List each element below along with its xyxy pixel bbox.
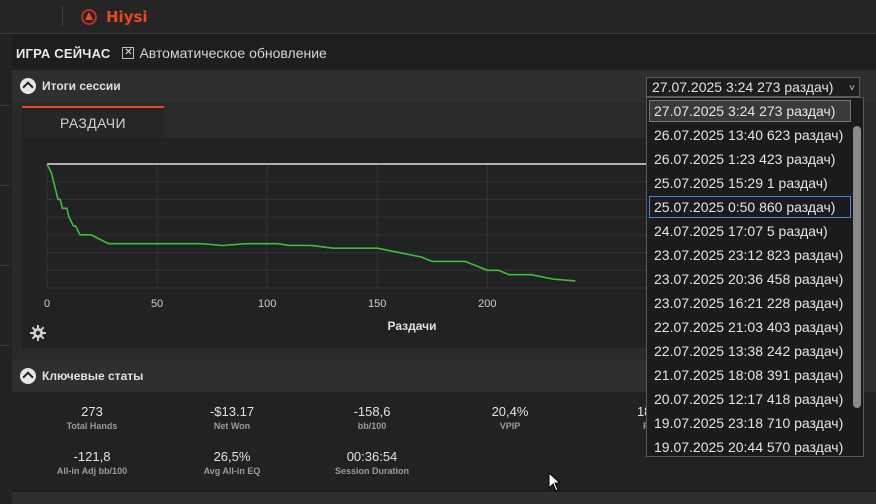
session-option[interactable]: 26.07.2025 1:23 423 раздач) (654, 151, 836, 167)
x-tick-label: 50 (151, 298, 163, 310)
session-select[interactable]: 27.07.2025 3:24 273 раздач) ˅ (646, 77, 860, 97)
app-name: Hiysi (106, 8, 148, 26)
collapse-icon[interactable] (20, 78, 36, 94)
chevron-down-icon[interactable]: ˅ (849, 83, 855, 94)
session-option[interactable]: 23.07.2025 23:12 823 раздач) (654, 247, 844, 263)
x-axis-label: Раздачи (388, 319, 437, 333)
top-bar: Hiysi (0, 0, 876, 34)
now-playing-title: ИГРА СЕЙЧАС (16, 45, 111, 61)
session-option[interactable]: 22.07.2025 21:03 403 раздач) (654, 319, 844, 335)
session-option[interactable]: 27.07.2025 3:24 273 раздач) (649, 100, 851, 122)
x-tick-label: 100 (258, 298, 276, 310)
session-option[interactable]: 21.07.2025 18:08 391 раздач) (654, 367, 844, 383)
profit-chart: 0 50 100 150 200 Раздачи (22, 138, 648, 348)
gear-icon[interactable] (30, 325, 46, 341)
hiysi-logo-icon (81, 9, 97, 25)
next-section-header[interactable] (12, 492, 876, 504)
mouse-cursor-icon (548, 472, 562, 492)
tab-hands[interactable]: РАЗДАЧИ (22, 106, 164, 138)
key-stats-title: Ключевые статы (42, 369, 144, 383)
session-option[interactable]: 20.07.2025 12:17 418 раздач) (654, 391, 844, 407)
session-option[interactable]: 25.07.2025 0:50 860 раздач) (649, 196, 851, 218)
session-option[interactable]: 25.07.2025 15:29 1 раздач) (654, 175, 828, 191)
tab-bar: РАЗДАЧИ (22, 106, 164, 138)
session-option[interactable]: 24.07.2025 17:07 5 раздач) (654, 223, 828, 239)
stat-allin-adj: -121,8 All-in Adj bb/100 (56, 449, 128, 476)
session-option[interactable]: 19.07.2025 23:18 710 раздач) (654, 415, 844, 431)
auto-refresh-checkbox[interactable]: ✕ (122, 47, 135, 59)
series-line (46, 163, 576, 282)
session-dropdown-list[interactable]: 27.07.2025 3:24 273 раздач) 26.07.2025 13… (646, 97, 864, 457)
x-tick-label: 0 (44, 298, 50, 310)
session-summary-title: Итоги сессии (42, 79, 121, 93)
collapse-icon[interactable] (20, 368, 36, 384)
stat-avg-allin-eq: 26,5% Avg All-in EQ (203, 449, 261, 476)
stat-bb100: -158,6 bb/100 (353, 404, 391, 431)
session-option[interactable]: 19.07.2025 20:44 570 раздач) (654, 439, 844, 455)
stat-session-duration: 00:36:54 Session Duration (334, 449, 409, 476)
session-option[interactable]: 22.07.2025 13:38 242 раздач) (654, 343, 844, 359)
profit-chart-svg: 0 50 100 150 200 Раздачи (44, 163, 648, 333)
toolbar-divider (62, 6, 63, 26)
now-playing-header: ИГРА СЕЙЧАС ✕ Автоматическое обновление (16, 44, 327, 62)
session-option[interactable]: 23.07.2025 16:21 228 раздач) (654, 295, 844, 311)
left-rail (0, 35, 12, 504)
stat-net-won: -$13.17 Net Won (209, 404, 255, 431)
session-option[interactable]: 26.07.2025 13:40 623 раздач) (654, 127, 844, 143)
stat-total-hands: 273 Total Hands (66, 404, 118, 431)
auto-refresh-label[interactable]: Автоматическое обновление (139, 45, 327, 61)
session-option[interactable]: 23.07.2025 20:36 458 раздач) (654, 271, 844, 287)
stat-vpip: 20,4% VPIP (491, 404, 529, 431)
x-tick-label: 200 (478, 298, 496, 310)
x-tick-label: 150 (368, 298, 386, 310)
scrollbar-thumb[interactable] (853, 126, 861, 408)
session-select-value: 27.07.2025 3:24 273 раздач) (652, 79, 834, 95)
